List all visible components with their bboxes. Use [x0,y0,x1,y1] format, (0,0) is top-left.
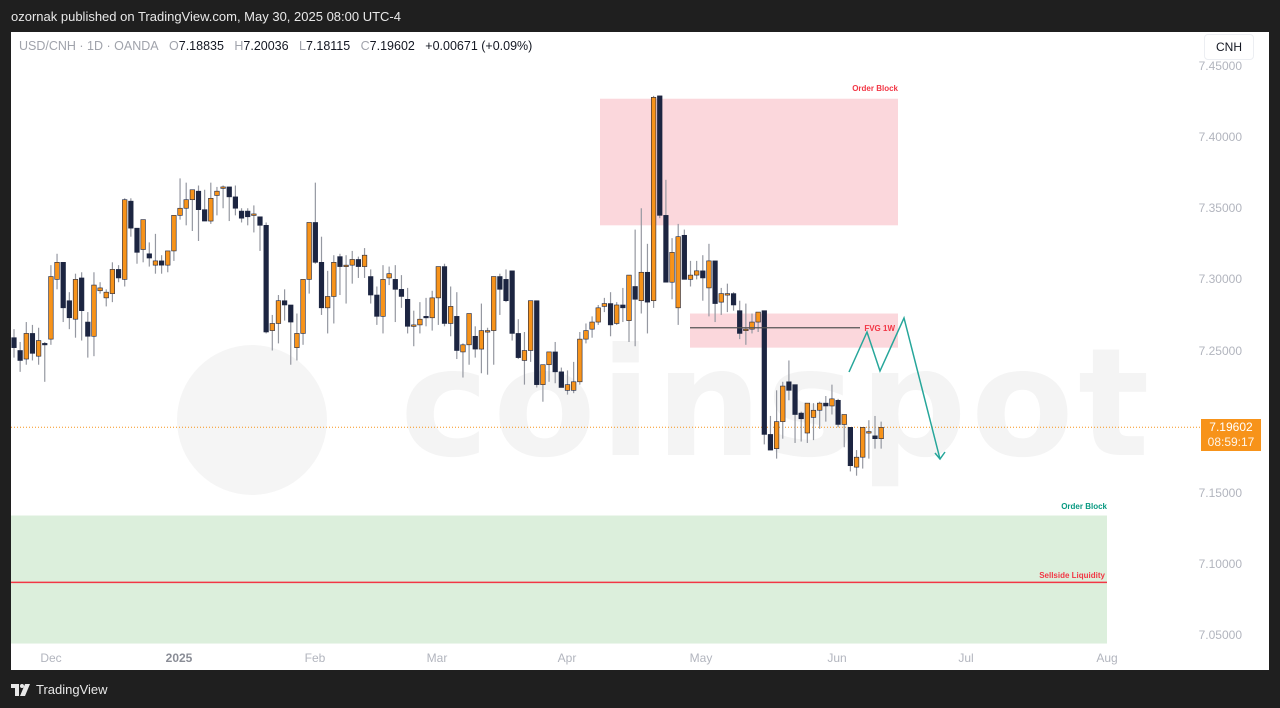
price-tick-label: 7.10000 [1198,556,1242,571]
price-tick-label: 7.40000 [1198,130,1242,145]
price-tick-label: 7.30000 [1198,272,1242,287]
published-info: ozornak published on TradingView.com, Ma… [11,9,401,24]
high-value: 7.20036 [243,39,289,53]
time-tick-label: Mar [426,651,448,665]
top-bar: ozornak published on TradingView.com, Ma… [0,0,1280,32]
time-tick-label: Dec [40,651,62,665]
high-key: H [234,39,244,53]
last-price-value: 7.19602 [1209,420,1253,434]
change-value: +0.00671 (+0.09%) [425,39,533,53]
symbol-label[interactable]: USD/CNH · 1D · OANDA [19,39,159,53]
price-tick-label: 7.15000 [1198,485,1242,500]
time-tick-label: Feb [304,651,326,665]
chart-frame[interactable]: USD/CNH · 1D · OANDA O7.18835 H7.20036 L… [11,32,1269,670]
currency-badge[interactable]: CNH [1204,34,1254,60]
ohlc-legend: USD/CNH · 1D · OANDA O7.18835 H7.20036 L… [19,39,532,53]
tradingview-logo-icon [11,683,30,696]
open-key: O [169,39,179,53]
time-tick-label: 2025 [165,651,193,665]
time-tick-label: Jul [958,651,974,665]
time-tick-label: Apr [557,651,577,665]
price-tick-label: 7.25000 [1198,343,1242,358]
time-tick-label: Aug [1096,651,1118,665]
low-key: L [299,39,306,53]
last-price-tag: 7.19602 08:59:17 [1201,419,1261,451]
time-tick-label: May [689,651,713,665]
tradingview-footer: TradingView [11,682,108,697]
time-tick-label: Jun [827,651,847,665]
close-key: C [360,39,370,53]
tradingview-brand: TradingView [36,682,108,697]
low-value: 7.18115 [305,39,351,53]
price-tick-label: 7.35000 [1198,201,1242,216]
close-value: 7.19602 [369,39,415,53]
price-tick-label: 7.05000 [1198,628,1242,642]
bar-countdown: 08:59:17 [1207,435,1255,449]
price-tick-label: 7.45000 [1198,59,1242,73]
open-value: 7.18835 [178,39,224,53]
lightning-alert-icon[interactable] [820,617,842,639]
